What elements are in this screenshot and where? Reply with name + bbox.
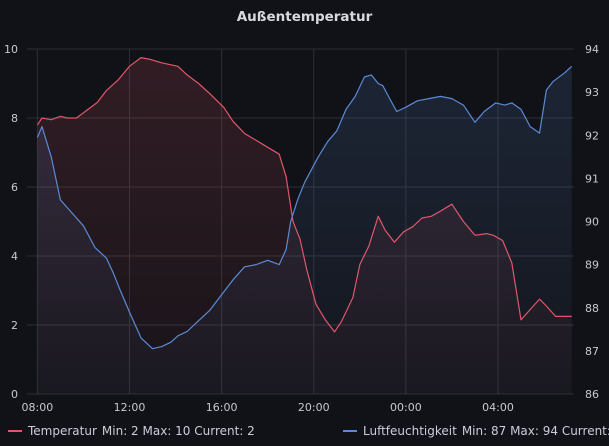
left-tick-label: 6 — [11, 181, 18, 194]
series-area-luftfeuchtigkeit — [37, 66, 572, 395]
left-tick-label: 2 — [11, 319, 18, 332]
right-tick-label: 94 — [585, 43, 599, 56]
series-areas — [37, 57, 572, 395]
left-tick-label: 10 — [4, 43, 18, 56]
series-line-temperatur — [36, 57, 572, 333]
legend-swatch-temperatur — [8, 430, 22, 432]
right-tick-label: 86 — [585, 388, 599, 401]
x-tick-label: 00:00 — [390, 401, 422, 414]
panel-title: Außentemperatur — [236, 9, 373, 25]
right-tick-label: 91 — [585, 172, 599, 185]
legend-stats-temperatur: Min: 2 Max: 10 Current: 2 — [101, 424, 255, 438]
x-tick-label: 12:00 — [114, 401, 146, 414]
left-tick-label: 0 — [11, 388, 18, 401]
x-tick-label: 16:00 — [206, 401, 238, 414]
right-tick-label: 87 — [585, 345, 599, 358]
right-tick-label: 89 — [585, 259, 599, 272]
right-tick-label: 88 — [585, 302, 599, 315]
left-tick-label: 4 — [11, 250, 18, 263]
right-tick-label: 90 — [585, 216, 599, 229]
left-tick-label: 8 — [11, 112, 18, 125]
line-chart: 0 2 4 6 8 10 86 87 88 89 90 91 92 93 94 08:00 12:00 16:00… — [4, 43, 599, 414]
legend-stats-luftfeuchtigkeit: Min: 87 Max: 94 Current: 94 — [461, 424, 609, 438]
axis-ticks: 0 2 4 6 8 10 86 87 88 89 90 91 92 93 94 08:00 12:00 16:00… — [4, 43, 599, 414]
series-line-luftfeuchtigkeit — [36, 65, 573, 350]
x-tick-label: 08:00 — [22, 401, 54, 414]
series-lines — [36, 57, 573, 350]
legend-label-temperatur: Temperatur — [28, 424, 97, 438]
right-tick-label: 92 — [585, 129, 599, 142]
legend-item-temperatur[interactable]: Temperatur Min: 2 Max: 10 Current: 2 — [8, 424, 255, 438]
x-tick-label: 20:00 — [298, 401, 330, 414]
legend-swatch-luftfeuchtigkeit — [343, 430, 357, 432]
legend: Temperatur Min: 2 Max: 10 Current: 2 Luf… — [0, 424, 609, 444]
x-tick-label: 04:00 — [482, 401, 514, 414]
legend-label-luftfeuchtigkeit: Luftfeuchtigkeit — [363, 424, 457, 438]
legend-item-luftfeuchtigkeit[interactable]: Luftfeuchtigkeit Min: 87 Max: 94 Current… — [343, 424, 609, 438]
right-tick-label: 93 — [585, 86, 599, 99]
